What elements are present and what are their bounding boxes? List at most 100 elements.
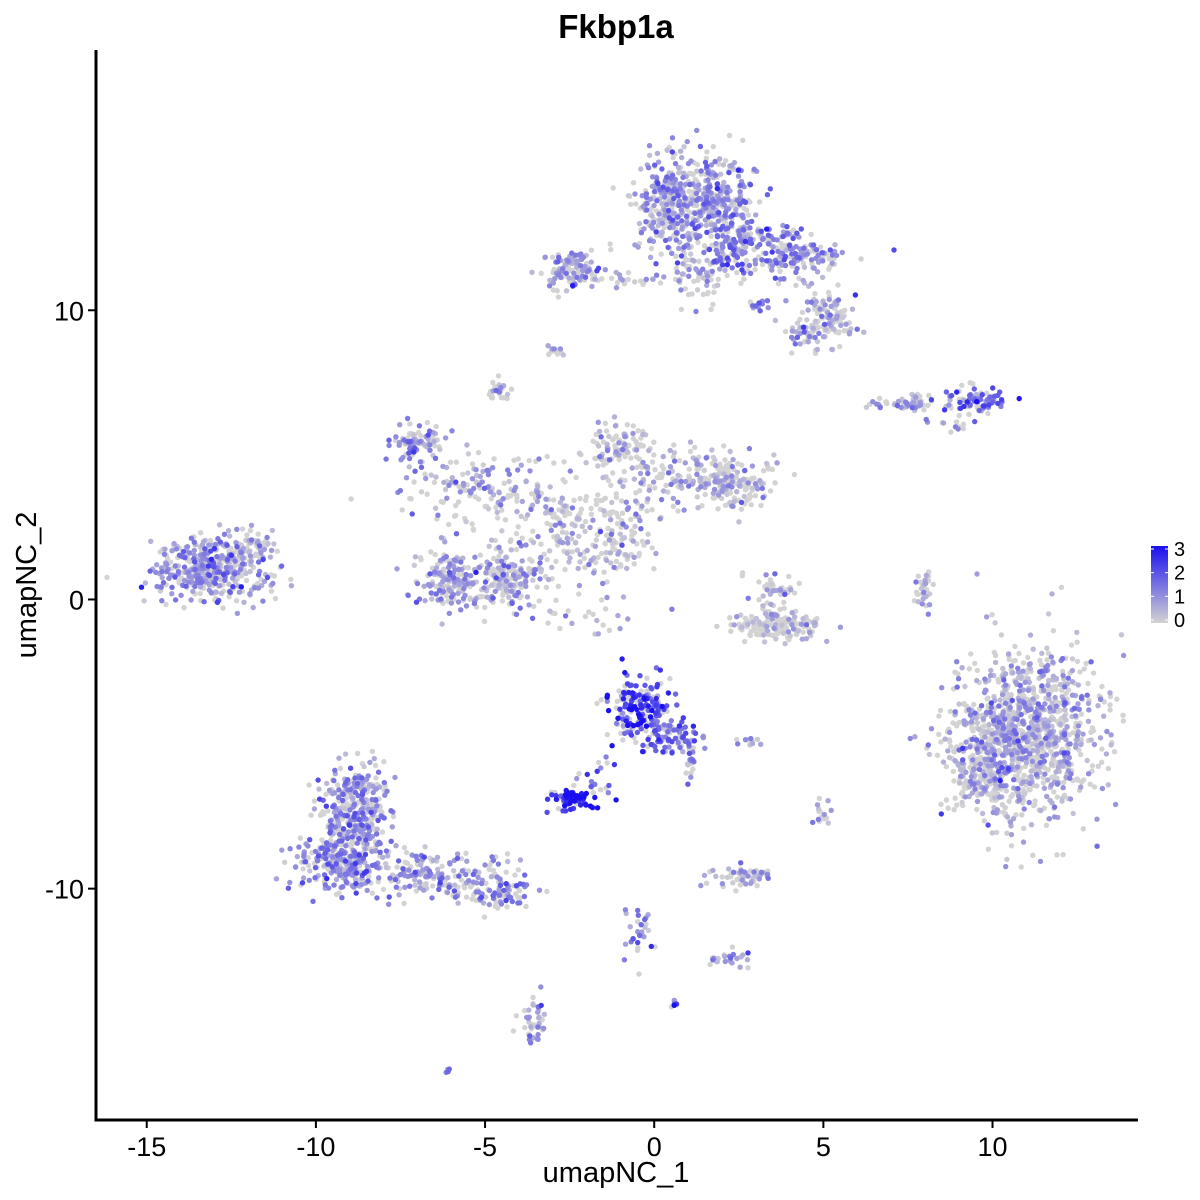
cell-point bbox=[904, 400, 910, 406]
cell-point bbox=[680, 261, 686, 267]
cell-point bbox=[593, 537, 599, 543]
cell-point bbox=[632, 242, 638, 248]
cell-point bbox=[1060, 763, 1066, 769]
cell-point bbox=[1085, 771, 1092, 777]
cell-point bbox=[1058, 584, 1065, 591]
cell-point bbox=[433, 474, 439, 480]
cell-point bbox=[959, 382, 965, 388]
cell-point bbox=[608, 560, 614, 566]
cell-point bbox=[817, 306, 823, 312]
cell-point bbox=[342, 806, 348, 812]
cell-point bbox=[777, 606, 783, 613]
cell-point bbox=[488, 496, 494, 502]
cell-point bbox=[1080, 777, 1087, 783]
cell-point bbox=[448, 600, 455, 606]
cell-point bbox=[625, 276, 631, 283]
cell-point bbox=[1066, 732, 1072, 738]
cell-point bbox=[505, 858, 511, 865]
cell-point bbox=[942, 736, 948, 742]
cell-point bbox=[722, 267, 728, 274]
cell-point bbox=[481, 618, 488, 624]
cell-point bbox=[600, 622, 606, 628]
cell-point bbox=[445, 875, 451, 881]
cell-point bbox=[588, 259, 594, 265]
cell-point bbox=[675, 499, 681, 505]
cell-point bbox=[704, 273, 711, 279]
cell-point bbox=[971, 701, 977, 708]
cell-point bbox=[694, 202, 700, 208]
cell-point bbox=[826, 266, 832, 272]
cell-point bbox=[1009, 722, 1015, 728]
cell-point bbox=[617, 531, 623, 537]
cell-point bbox=[1085, 680, 1091, 687]
cell-point bbox=[700, 734, 706, 740]
cell-point bbox=[993, 829, 1000, 836]
cell-point bbox=[476, 482, 482, 488]
cell-point bbox=[595, 419, 601, 425]
cell-point bbox=[646, 447, 652, 454]
cell-point bbox=[1011, 785, 1017, 791]
cell-point bbox=[559, 508, 566, 515]
cell-point bbox=[1090, 670, 1097, 676]
cell-point bbox=[270, 580, 276, 587]
cell-point bbox=[250, 604, 256, 611]
cell-point bbox=[701, 872, 708, 879]
cell-point bbox=[956, 780, 963, 786]
cell-point bbox=[1108, 732, 1114, 738]
cell-point bbox=[663, 482, 669, 489]
cell-point bbox=[743, 257, 750, 264]
cell-point bbox=[769, 267, 775, 273]
cell-point bbox=[321, 811, 327, 817]
cell-point bbox=[589, 271, 595, 278]
cell-point bbox=[595, 554, 601, 561]
cell-point bbox=[181, 577, 188, 584]
cell-point bbox=[946, 402, 952, 408]
cell-point bbox=[688, 770, 694, 776]
cell-point bbox=[411, 562, 417, 568]
cell-point bbox=[404, 860, 410, 866]
cell-point bbox=[598, 697, 604, 703]
cell-point bbox=[424, 491, 430, 497]
cell-point bbox=[679, 226, 685, 232]
cell-point bbox=[704, 149, 710, 155]
cell-point bbox=[770, 588, 776, 594]
cell-point bbox=[703, 222, 709, 229]
cell-point bbox=[569, 530, 575, 537]
cell-point bbox=[820, 258, 826, 264]
cell-point bbox=[977, 761, 983, 767]
cell-point bbox=[523, 903, 529, 910]
cell-point bbox=[1002, 804, 1008, 811]
cell-point bbox=[185, 579, 192, 585]
cell-point bbox=[590, 789, 596, 796]
cell-point bbox=[1091, 784, 1098, 790]
cell-point bbox=[503, 869, 509, 875]
cell-point bbox=[1099, 759, 1105, 765]
cell-point bbox=[985, 763, 991, 769]
cell-point bbox=[1038, 662, 1045, 668]
cell-point bbox=[576, 591, 582, 597]
cell-point bbox=[678, 287, 684, 293]
cell-point bbox=[673, 253, 679, 259]
cell-point bbox=[917, 402, 924, 408]
cell-point bbox=[444, 889, 451, 896]
cell-point bbox=[960, 426, 966, 432]
cell-point bbox=[1097, 696, 1104, 703]
cell-point bbox=[191, 547, 197, 554]
cell-point bbox=[605, 525, 611, 532]
cell-point bbox=[1050, 673, 1057, 679]
cell-point bbox=[884, 400, 890, 407]
cell-point bbox=[306, 782, 312, 788]
cell-point bbox=[563, 288, 570, 294]
cell-point bbox=[722, 958, 728, 965]
cell-point bbox=[734, 614, 740, 620]
cell-point bbox=[734, 269, 740, 276]
cell-point bbox=[562, 479, 568, 485]
cell-point bbox=[162, 546, 168, 552]
cell-point bbox=[538, 554, 544, 561]
cell-point bbox=[616, 440, 622, 446]
cell-point bbox=[574, 775, 580, 782]
cell-point bbox=[1095, 763, 1102, 769]
cell-point bbox=[268, 547, 275, 554]
cell-point bbox=[1085, 718, 1092, 724]
cell-point bbox=[695, 277, 701, 283]
